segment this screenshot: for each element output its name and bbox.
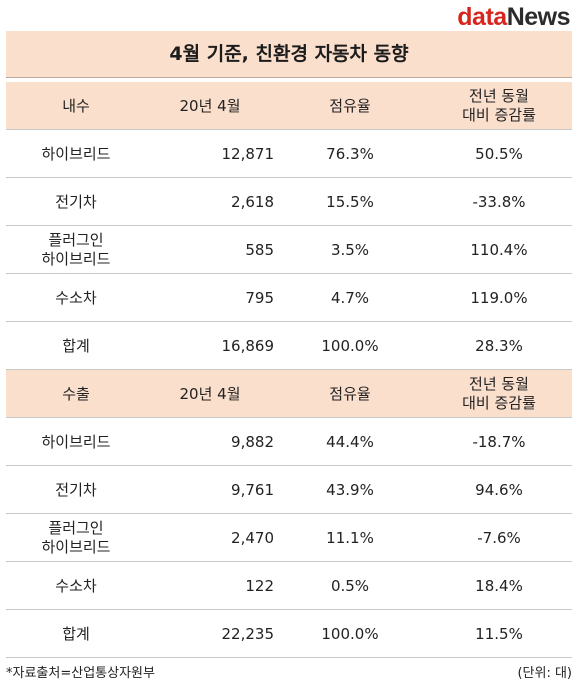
logo-part-news: News bbox=[506, 3, 571, 31]
count-cell: 9,882 bbox=[146, 417, 274, 466]
header-cell: 20년 4월 bbox=[146, 369, 274, 418]
source-note: *자료출처=산업통상자원부 bbox=[6, 666, 155, 681]
table-row: 전기차 2,618 15.5% -33.8% bbox=[6, 177, 572, 226]
count-cell: 16,869 bbox=[146, 321, 274, 370]
share-cell: 0.5% bbox=[274, 561, 426, 610]
category-cell: 전기차 bbox=[6, 465, 146, 514]
share-cell: 100.0% bbox=[274, 609, 426, 658]
category-cell: 전기차 bbox=[6, 177, 146, 226]
header-cell: 전년 동월 대비 증감률 bbox=[426, 82, 572, 130]
table-row: 플러그인 하이브리드 2,470 11.1% -7.6% bbox=[6, 513, 572, 562]
category-cell: 플러그인 하이브리드 bbox=[6, 225, 146, 274]
table-row: 합계 22,235 100.0% 11.5% bbox=[6, 609, 572, 658]
share-cell: 4.7% bbox=[274, 273, 426, 322]
section-header-row: 수출 20년 4월 점유율 전년 동월 대비 증감률 bbox=[6, 369, 572, 418]
share-cell: 11.1% bbox=[274, 513, 426, 562]
change-cell: 11.5% bbox=[426, 609, 572, 658]
share-cell: 15.5% bbox=[274, 177, 426, 226]
category-cell: 플러그인 하이브리드 bbox=[6, 513, 146, 562]
share-cell: 44.4% bbox=[274, 417, 426, 466]
count-cell: 585 bbox=[146, 225, 274, 274]
table-row: 수소차 795 4.7% 119.0% bbox=[6, 273, 572, 322]
count-cell: 9,761 bbox=[146, 465, 274, 514]
header-cell: 점유율 bbox=[274, 369, 426, 418]
change-cell: 50.5% bbox=[426, 129, 572, 178]
category-cell: 수소차 bbox=[6, 273, 146, 322]
share-cell: 3.5% bbox=[274, 225, 426, 274]
header-cell: 점유율 bbox=[274, 82, 426, 130]
change-cell: 119.0% bbox=[426, 273, 572, 322]
category-cell: 하이브리드 bbox=[6, 417, 146, 466]
section-header-row: 내수 20년 4월 점유율 전년 동월 대비 증감률 bbox=[6, 82, 572, 130]
header-cell: 전년 동월 대비 증감률 bbox=[426, 369, 572, 418]
table-row: 플러그인 하이브리드 585 3.5% 110.4% bbox=[6, 225, 572, 274]
datanews-logo: dataNews bbox=[457, 4, 570, 30]
change-cell: 28.3% bbox=[426, 321, 572, 370]
change-cell: -7.6% bbox=[426, 513, 572, 562]
unit-note: (단위: 대) bbox=[517, 666, 572, 681]
share-cell: 100.0% bbox=[274, 321, 426, 370]
logo-part-data: data bbox=[457, 3, 507, 31]
category-cell: 합계 bbox=[6, 321, 146, 370]
change-cell: -18.7% bbox=[426, 417, 572, 466]
change-cell: 94.6% bbox=[426, 465, 572, 514]
green-car-table: 내수 20년 4월 점유율 전년 동월 대비 증감률 하이브리드 12,871 76.3% 50… bbox=[6, 82, 572, 658]
table-row: 합계 16,869 100.0% 28.3% bbox=[6, 321, 572, 370]
count-cell: 2,470 bbox=[146, 513, 274, 562]
table-row: 전기차 9,761 43.9% 94.6% bbox=[6, 465, 572, 514]
header-cell: 20년 4월 bbox=[146, 82, 274, 130]
change-cell: 110.4% bbox=[426, 225, 572, 274]
count-cell: 2,618 bbox=[146, 177, 274, 226]
count-cell: 22,235 bbox=[146, 609, 274, 658]
header-cell: 수출 bbox=[6, 369, 146, 418]
category-cell: 수소차 bbox=[6, 561, 146, 610]
change-cell: -33.8% bbox=[426, 177, 572, 226]
table-row: 하이브리드 9,882 44.4% -18.7% bbox=[6, 417, 572, 466]
change-cell: 18.4% bbox=[426, 561, 572, 610]
table-row: 하이브리드 12,871 76.3% 50.5% bbox=[6, 129, 572, 178]
share-cell: 76.3% bbox=[274, 129, 426, 178]
category-cell: 합계 bbox=[6, 609, 146, 658]
count-cell: 122 bbox=[146, 561, 274, 610]
count-cell: 795 bbox=[146, 273, 274, 322]
category-cell: 하이브리드 bbox=[6, 129, 146, 178]
table-row: 수소차 122 0.5% 18.4% bbox=[6, 561, 572, 610]
count-cell: 12,871 bbox=[146, 129, 274, 178]
header-cell: 내수 bbox=[6, 82, 146, 130]
table-title: 4월 기준, 친환경 자동차 동향 bbox=[6, 31, 572, 78]
share-cell: 43.9% bbox=[274, 465, 426, 514]
